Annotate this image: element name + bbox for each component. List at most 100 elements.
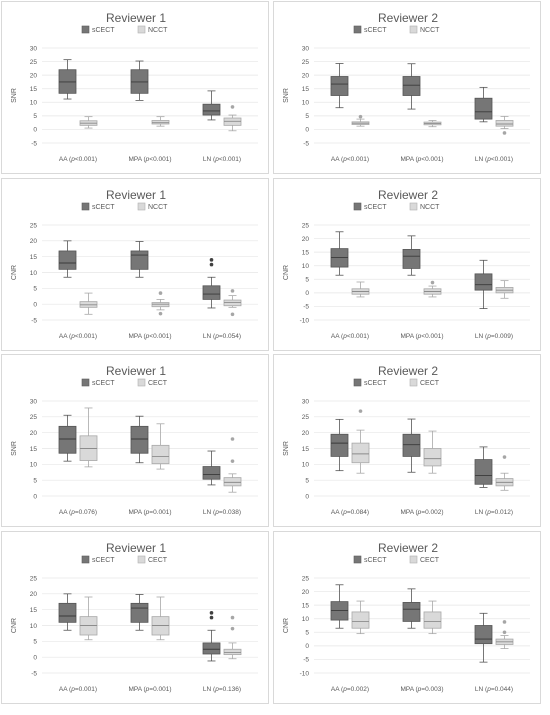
y-tick-label: 25 [30, 575, 38, 582]
legend-label: NCCT [148, 204, 168, 211]
legend-swatch [81, 378, 90, 387]
y-tick-label: 0 [305, 290, 309, 297]
chart-title: Reviewer 2 [378, 188, 438, 202]
y-tick-label: 20 [302, 72, 310, 79]
y-axis: -10 -5 0 5 10 15 20 25 [300, 222, 530, 324]
legend-swatch [353, 555, 362, 564]
box-cect-aa [79, 596, 98, 641]
x-category-label: MPA (p=0.003) [400, 686, 443, 693]
y-tick-label: 15 [30, 446, 38, 453]
y-tick-label: 25 [30, 414, 38, 421]
x-category-label: LN (p<0.001) [475, 156, 513, 163]
box-iqr [402, 433, 421, 457]
chart-svg: Reviewer 1 sCECT NCCT -5 0 5 10 15 20 25 30 SNR AA (… [11, 11, 258, 163]
box-ncct-ln [495, 116, 514, 135]
box-cect-mpa [423, 430, 442, 474]
y-tick-label: 5 [305, 277, 309, 284]
outlier-point [358, 409, 363, 413]
y-axis: -5 0 5 10 15 20 25 30 [302, 45, 530, 147]
y-tick-label: 20 [30, 72, 38, 79]
chart-title: Reviewer 1 [106, 541, 166, 555]
chart-title: Reviewer 1 [106, 188, 166, 202]
box-iqr [202, 466, 221, 480]
y-axis: 0 5 10 15 20 25 30 [302, 398, 530, 500]
legend: sCECT CECT [353, 378, 440, 387]
x-category-label: AA (p=0.001) [59, 686, 97, 693]
y-tick-label: 5 [33, 113, 37, 120]
box-ncct-ln [495, 280, 514, 299]
legend-label: NCCT [420, 27, 440, 34]
y-tick-label: 10 [302, 263, 310, 270]
y-tick-label: 0 [33, 493, 37, 500]
chart-svg: Reviewer 1 sCECT CECT 0 5 10 15 20 25 30 SNR AA (p=… [11, 364, 258, 516]
chart-panel: Reviewer 1 sCECT NCCT -5 0 5 10 15 20 25 CNR AA (p<… [1, 178, 269, 351]
legend-swatch [409, 25, 418, 34]
outlier-point [430, 280, 435, 285]
legend-label: sCECT [364, 27, 387, 34]
box-iqr [223, 477, 242, 487]
box-iqr [58, 250, 77, 270]
box-cect-aa [351, 600, 370, 635]
box-iqr [423, 448, 442, 467]
box-scect-mpa [402, 235, 421, 276]
legend-label: sCECT [92, 557, 115, 564]
y-axis: -5 0 5 10 15 20 25 30 [30, 45, 258, 147]
y-tick-label: 5 [33, 639, 37, 646]
y-tick-label: 20 [302, 236, 310, 243]
y-axis-label: SNR [283, 441, 290, 456]
box-scect-ln [202, 611, 221, 662]
box-iqr [351, 442, 370, 464]
box-ncct-aa [351, 281, 370, 298]
outlier-point [230, 437, 235, 441]
x-category-label: AA (p<0.001) [59, 333, 97, 340]
y-tick-label: 20 [302, 589, 310, 596]
y-axis-label: CNR [283, 265, 290, 280]
outlier-point [358, 114, 363, 119]
legend: sCECT NCCT [81, 25, 168, 34]
y-tick-label: 20 [30, 430, 38, 437]
y-tick-label: 15 [30, 254, 38, 261]
chart-panel: Reviewer 1 sCECT NCCT -5 0 5 10 15 20 25 30 SNR AA (… [1, 1, 269, 174]
x-category-label: LN (p=0.009) [475, 333, 513, 340]
box-cect-ln [495, 620, 514, 649]
box-iqr [130, 602, 149, 623]
outlier-point [502, 455, 507, 459]
box-iqr [202, 642, 221, 655]
x-category-label: MPA (p=0.001) [128, 509, 171, 516]
chart-title: Reviewer 2 [378, 364, 438, 378]
chart-svg: Reviewer 1 sCECT CECT -5 0 5 10 15 20 25 CNR AA (p=… [11, 541, 258, 693]
box-scect-ln [474, 612, 493, 663]
legend-label: sCECT [364, 557, 387, 564]
box-scect-aa [330, 63, 349, 109]
outlier-point [209, 262, 214, 267]
x-category-label: LN (p=0.012) [475, 509, 513, 516]
x-axis: AA (p<0.001) MPA (p<0.001) LN (p<0.001) [59, 156, 241, 163]
outlier-point [230, 312, 235, 317]
x-category-label: LN (p<0.001) [203, 156, 241, 163]
x-axis: AA (p<0.001) MPA (p<0.001) LN (p<0.001) [331, 156, 513, 163]
y-tick-label: 0 [305, 127, 309, 134]
y-tick-label: -10 [300, 670, 310, 677]
y-tick-label: 5 [305, 630, 309, 637]
outlier-point [158, 291, 163, 295]
legend-label: sCECT [92, 27, 115, 34]
legend-label: NCCT [148, 27, 168, 34]
box-ncct-mpa [423, 280, 442, 298]
x-category-label: MPA (p=0.002) [400, 509, 443, 516]
box-scect-ln [202, 90, 221, 121]
y-axis-label: CNR [11, 618, 18, 633]
legend-swatch [409, 555, 418, 564]
y-tick-label: 25 [302, 222, 310, 229]
legend-label: NCCT [420, 204, 440, 211]
box-cect-aa [351, 409, 370, 474]
box-scect-aa [58, 593, 77, 631]
x-category-label: MPA (p=0.001) [128, 686, 171, 693]
y-axis-label: SNR [11, 88, 18, 103]
box-ncct-aa [351, 114, 370, 127]
y-axis-label: CNR [11, 265, 18, 280]
legend: sCECT CECT [81, 555, 168, 564]
box-iqr [202, 103, 221, 116]
box-iqr [495, 120, 514, 127]
box-scect-mpa [130, 241, 149, 278]
